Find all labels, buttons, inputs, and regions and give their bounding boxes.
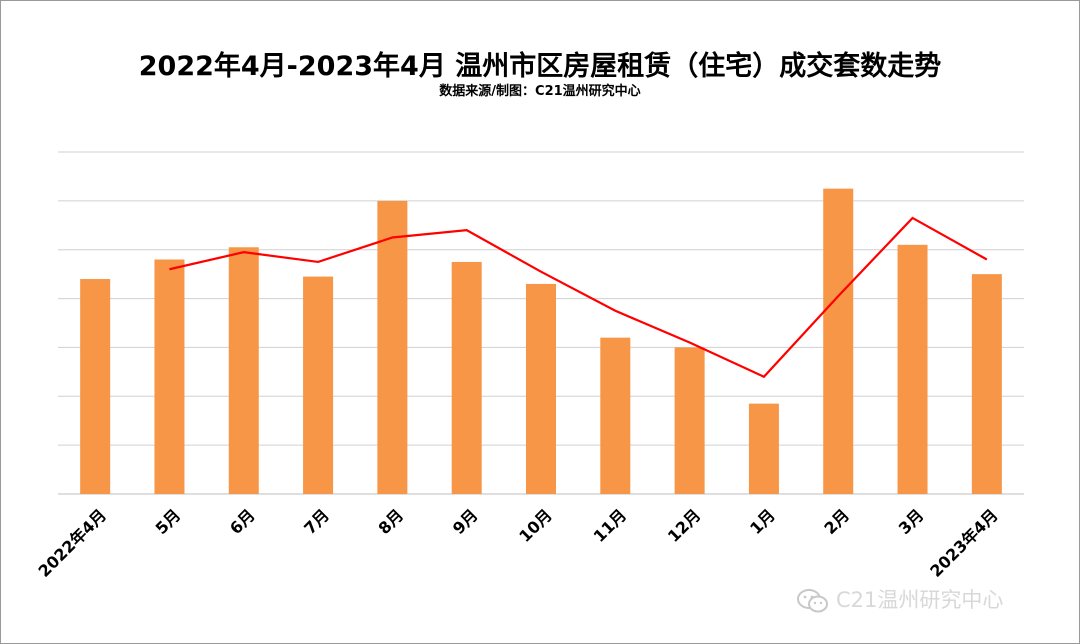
wechat-icon [797, 589, 828, 613]
watermark: C21温州研究中心 [796, 584, 1003, 615]
bar [823, 188, 854, 494]
bar [674, 347, 705, 494]
bar [377, 200, 408, 494]
chart-subtitle: 数据来源/制图：C21温州研究中心 [439, 84, 641, 99]
bar [228, 247, 259, 494]
bar-series [80, 188, 1002, 494]
x-tick-label: 7月 [300, 505, 333, 538]
bar [154, 259, 185, 494]
x-tick-label: 2022年4月 [35, 505, 110, 580]
bar [748, 403, 779, 494]
bar [971, 274, 1002, 494]
x-tick-label: 9月 [449, 505, 482, 538]
x-tick-label: 10月 [515, 505, 556, 546]
bar [600, 337, 631, 494]
x-tick-label: 12月 [664, 505, 705, 546]
bar [526, 283, 556, 494]
watermark-text: C21温州研究中心 [836, 588, 1004, 612]
bar [451, 261, 482, 494]
line-series [169, 216, 988, 379]
x-tick-label: 2023年4月 [926, 505, 1001, 580]
bar [897, 244, 928, 494]
bar [80, 279, 111, 494]
x-tick-label: 5月 [152, 505, 185, 538]
x-tick-label: 2月 [820, 505, 853, 538]
chart-title: 2022年4月-2023年4月 温州市区房屋租赁（住宅）成交套数走势 [138, 51, 942, 82]
x-tick-label: 11月 [590, 505, 631, 546]
trend-line [169, 216, 988, 379]
x-tick-label: 3月 [895, 505, 928, 538]
x-tick-label: 6月 [226, 505, 259, 538]
bar [303, 276, 334, 494]
x-tick-label: 1月 [746, 505, 779, 538]
x-tick-label: 8月 [375, 505, 408, 538]
